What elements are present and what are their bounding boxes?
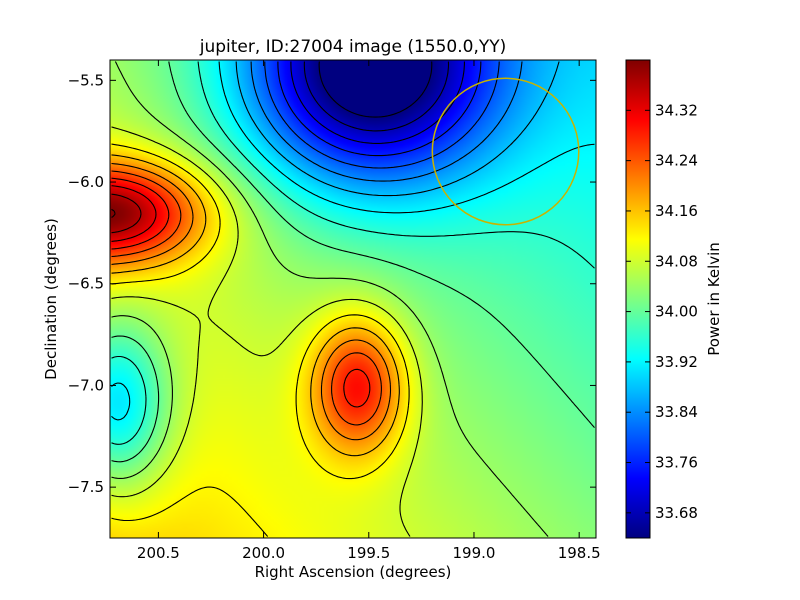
contour-line: [277, 61, 482, 157]
colorbar-tick-label: 33.92: [655, 353, 698, 371]
contour-line: [290, 61, 465, 144]
plot-area: [109, 59, 597, 539]
contour-line: [111, 208, 116, 218]
x-tick-label: 200.0: [242, 544, 285, 562]
y-axis-label: Declination (degrees): [42, 218, 60, 380]
plot-frame: [109, 59, 597, 539]
region-circle: [431, 77, 580, 226]
contour-line: [111, 193, 142, 234]
chart-title: jupiter, ID:27004 image (1550.0,YY): [199, 37, 507, 57]
contour-line: [111, 185, 157, 242]
contour-line: [250, 61, 523, 182]
contour-line: [111, 61, 595, 445]
x-tick-label: 198.5: [558, 544, 601, 562]
x-tick-label: 199.0: [452, 544, 495, 562]
x-axis: 200.5 200.0 199.5 199.0 198.5: [137, 60, 601, 562]
colorbar-label: Power in Kelvin: [705, 242, 723, 356]
colorbar-tick-label: 34.24: [655, 152, 698, 170]
x-tick-label: 200.5: [137, 544, 180, 562]
y-tick-label: −7.0: [68, 376, 104, 394]
colorbar-tick-label: 34.16: [655, 202, 698, 220]
contour-line: [111, 170, 382, 426]
colorbar-ticks: 33.68 33.76 33.84 33.92 34.00 34.08 34.16 34.24…: [626, 101, 698, 522]
contour-line: [111, 61, 595, 463]
contour-line: [111, 61, 549, 537]
x-tick-label: 199.5: [347, 544, 390, 562]
contour-line: [111, 61, 595, 421]
colorbar-scale: [626, 60, 650, 538]
contour-line: [318, 61, 433, 118]
contour-line: [111, 126, 423, 537]
colorbar-frame: [625, 59, 651, 539]
y-tick-label: −6.0: [68, 173, 104, 191]
y-tick-label: −7.5: [68, 478, 104, 496]
contour-line: [111, 162, 392, 441]
contour-line: [111, 143, 410, 537]
y-tick-label: −6.5: [68, 275, 104, 293]
colorbar-tick-label: 33.76: [655, 454, 698, 472]
contour-lines: [111, 61, 595, 537]
colorbar-tick-label: 34.08: [655, 252, 698, 270]
colorbar-tick-label: 33.84: [655, 403, 698, 421]
contour-line: [111, 177, 371, 408]
colorbar: 33.68 33.76 33.84 33.92 34.00 34.08 34.16 34.24…: [625, 59, 723, 539]
contour-line: [264, 61, 500, 169]
colorbar-tick-label: 34.32: [655, 101, 698, 119]
contour-line: [303, 61, 450, 132]
colorbar-tick-label: 34.00: [655, 303, 698, 321]
y-axis: −5.5 −6.0 −6.5 −7.0 −7.5: [68, 71, 596, 496]
contour-line: [111, 154, 400, 457]
y-tick-label: −5.5: [68, 71, 104, 89]
x-axis-label: Right Ascension (degrees): [255, 563, 452, 581]
colorbar-tick-label: 33.68: [655, 504, 698, 522]
